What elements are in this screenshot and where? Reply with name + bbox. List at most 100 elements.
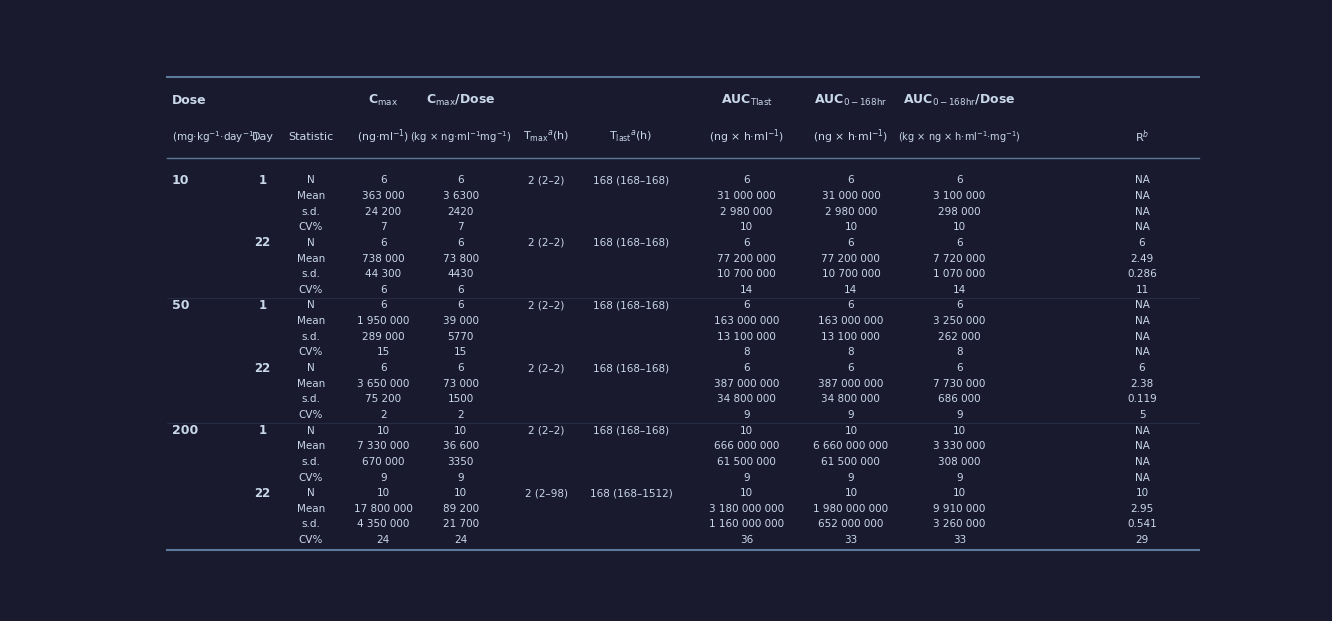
Text: 2.95: 2.95 — [1131, 504, 1154, 514]
Text: 1: 1 — [258, 424, 266, 437]
Text: 10: 10 — [952, 425, 966, 435]
Text: R$^{b}$: R$^{b}$ — [1135, 129, 1150, 145]
Text: (kg × ng·ml$^{-1}$mg$^{-1}$): (kg × ng·ml$^{-1}$mg$^{-1}$) — [410, 129, 511, 145]
Text: N: N — [308, 238, 314, 248]
Text: 6: 6 — [1139, 238, 1146, 248]
Text: 9: 9 — [743, 473, 750, 483]
Text: 15: 15 — [454, 347, 468, 358]
Text: Mean: Mean — [297, 504, 325, 514]
Text: 1 070 000: 1 070 000 — [934, 270, 986, 279]
Text: 34 800 000: 34 800 000 — [717, 394, 777, 404]
Text: 6: 6 — [743, 238, 750, 248]
Text: 308 000: 308 000 — [938, 457, 980, 467]
Text: C$_{\mathrm{max}}$: C$_{\mathrm{max}}$ — [368, 93, 398, 109]
Text: N: N — [308, 175, 314, 185]
Text: 6: 6 — [457, 363, 464, 373]
Text: T$_{\mathrm{last}}$$^{a}$(h): T$_{\mathrm{last}}$$^{a}$(h) — [610, 129, 653, 145]
Text: 9: 9 — [847, 410, 854, 420]
Text: 1: 1 — [258, 174, 266, 187]
Text: 6: 6 — [743, 363, 750, 373]
Text: 10: 10 — [741, 222, 753, 232]
Text: 10: 10 — [1135, 488, 1148, 498]
Text: 1 980 000 000: 1 980 000 000 — [814, 504, 888, 514]
Text: 9: 9 — [380, 473, 386, 483]
Text: 6: 6 — [956, 175, 963, 185]
Text: 6: 6 — [847, 363, 854, 373]
Text: 2 (2–98): 2 (2–98) — [525, 488, 567, 498]
Text: 22: 22 — [254, 361, 270, 374]
Text: 3350: 3350 — [448, 457, 474, 467]
Text: 5770: 5770 — [448, 332, 474, 342]
Text: CV%: CV% — [298, 222, 324, 232]
Text: 7: 7 — [380, 222, 386, 232]
Text: 7 730 000: 7 730 000 — [934, 379, 986, 389]
Text: 6: 6 — [743, 175, 750, 185]
Text: 2.38: 2.38 — [1131, 379, 1154, 389]
Text: Dose: Dose — [172, 94, 206, 107]
Text: 44 300: 44 300 — [365, 270, 401, 279]
Text: 89 200: 89 200 — [442, 504, 478, 514]
Text: 2 (2–2): 2 (2–2) — [529, 175, 565, 185]
Text: 8: 8 — [847, 347, 854, 358]
Text: AUC$_{\mathrm{0-168hr}}$: AUC$_{\mathrm{0-168hr}}$ — [814, 93, 887, 109]
Text: 39 000: 39 000 — [442, 316, 478, 326]
Text: 8: 8 — [743, 347, 750, 358]
Text: 0.119: 0.119 — [1127, 394, 1158, 404]
Text: N: N — [308, 488, 314, 498]
Text: 2 980 000: 2 980 000 — [721, 207, 773, 217]
Text: 10: 10 — [844, 425, 858, 435]
Text: 33: 33 — [844, 535, 858, 545]
Text: 14: 14 — [952, 285, 966, 295]
Text: 3 100 000: 3 100 000 — [934, 191, 986, 201]
Text: 163 000 000: 163 000 000 — [818, 316, 883, 326]
Text: s.d.: s.d. — [301, 332, 321, 342]
Text: 73 000: 73 000 — [442, 379, 478, 389]
Text: 9: 9 — [956, 473, 963, 483]
Text: 6: 6 — [380, 363, 386, 373]
Text: (ng × h·ml$^{-1}$): (ng × h·ml$^{-1}$) — [814, 127, 888, 146]
Text: 2: 2 — [457, 410, 464, 420]
Text: 262 000: 262 000 — [938, 332, 980, 342]
Text: NA: NA — [1135, 222, 1150, 232]
Text: s.d.: s.d. — [301, 394, 321, 404]
Text: N: N — [308, 301, 314, 310]
Text: (mg·kg$^{-1}$·day$^{-1}$): (mg·kg$^{-1}$·day$^{-1}$) — [172, 129, 258, 145]
Text: 2.49: 2.49 — [1131, 253, 1154, 263]
Text: 3 650 000: 3 650 000 — [357, 379, 409, 389]
Text: Mean: Mean — [297, 191, 325, 201]
Text: 10: 10 — [454, 425, 468, 435]
Text: 6: 6 — [380, 175, 386, 185]
Text: 10: 10 — [844, 222, 858, 232]
Text: 4430: 4430 — [448, 270, 474, 279]
Text: 1500: 1500 — [448, 394, 474, 404]
Text: 2: 2 — [380, 410, 386, 420]
Text: (ng × h·ml$^{-1}$): (ng × h·ml$^{-1}$) — [709, 127, 785, 146]
Text: 3 330 000: 3 330 000 — [934, 442, 986, 451]
Text: N: N — [308, 363, 314, 373]
Text: 6: 6 — [380, 301, 386, 310]
Text: s.d.: s.d. — [301, 457, 321, 467]
Text: 738 000: 738 000 — [362, 253, 405, 263]
Text: 24 200: 24 200 — [365, 207, 401, 217]
Text: 1 160 000 000: 1 160 000 000 — [709, 519, 785, 530]
Text: 14: 14 — [844, 285, 858, 295]
Text: 6: 6 — [847, 238, 854, 248]
Text: 3 180 000 000: 3 180 000 000 — [709, 504, 785, 514]
Text: 670 000: 670 000 — [362, 457, 405, 467]
Text: 168 (168–168): 168 (168–168) — [593, 425, 669, 435]
Text: 11: 11 — [1135, 285, 1148, 295]
Text: 29: 29 — [1135, 535, 1148, 545]
Text: 9: 9 — [457, 473, 464, 483]
Text: 6: 6 — [956, 363, 963, 373]
Text: 2 (2–2): 2 (2–2) — [529, 301, 565, 310]
Text: 2 (2–2): 2 (2–2) — [529, 363, 565, 373]
Text: NA: NA — [1135, 301, 1150, 310]
Text: 7 330 000: 7 330 000 — [357, 442, 409, 451]
Text: T$_{\mathrm{max}}$$^{a}$(h): T$_{\mathrm{max}}$$^{a}$(h) — [523, 129, 570, 145]
Text: 10: 10 — [172, 174, 189, 187]
Text: 21 700: 21 700 — [442, 519, 478, 530]
Text: 3 260 000: 3 260 000 — [934, 519, 986, 530]
Text: 200: 200 — [172, 424, 198, 437]
Text: 7: 7 — [457, 222, 464, 232]
Text: Mean: Mean — [297, 316, 325, 326]
